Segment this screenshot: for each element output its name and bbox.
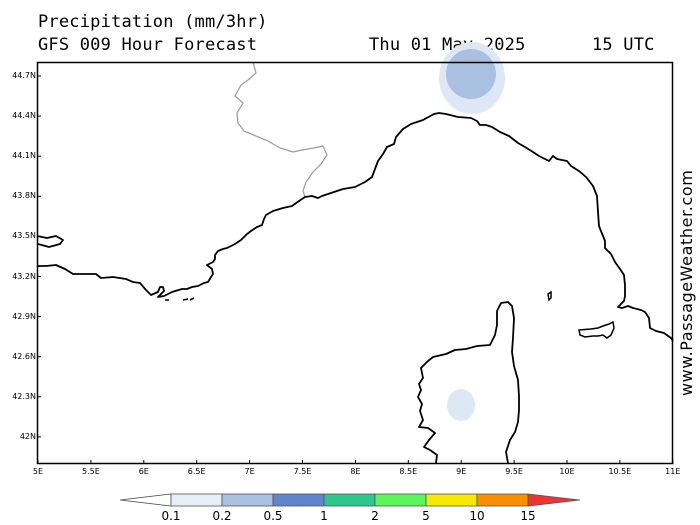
island-capraia — [547, 290, 552, 302]
legend-swatch — [425, 493, 478, 507]
forecast-subtitle: GFS 009 Hour Forecast — [38, 35, 258, 55]
map-title: Precipitation (mm/3hr) — [38, 12, 268, 32]
longitude-label: 7E — [244, 467, 255, 476]
longitude-label: 5E — [32, 467, 44, 476]
border-line — [234, 61, 328, 198]
longitude-label: 8E — [350, 467, 361, 476]
legend-value-label: 0.5 — [263, 509, 283, 523]
longitude-label: 6.5E — [187, 467, 206, 476]
legend-swatch — [476, 493, 529, 507]
latitude-label: 44.1N — [12, 151, 36, 161]
longitude-label: 6E — [138, 467, 149, 476]
legend-arrow-low — [119, 493, 172, 507]
latitude-label: 44.4N — [12, 111, 36, 121]
legend-value-label: 2 — [371, 509, 379, 523]
latitude-label: 43.2N — [12, 271, 36, 281]
legend-swatch — [374, 493, 427, 507]
coastline-corsica — [417, 301, 520, 464]
latitude-label: 42N — [19, 431, 36, 441]
latitude-label: 44.7N — [12, 71, 36, 80]
latitude-label: 42.6N — [12, 351, 36, 361]
legend-arrow-high — [527, 493, 581, 507]
coastline-mainland — [36, 112, 674, 342]
color-legend — [119, 493, 581, 507]
credit-watermark: www.PassageWeather.com — [677, 169, 696, 396]
latitude-label: 42.9N — [12, 311, 36, 321]
longitude-label: 10.5E — [608, 467, 632, 476]
legend-value-label: 0.2 — [212, 509, 232, 523]
legend-swatch — [323, 493, 376, 507]
latitude-label: 42.3N — [12, 391, 36, 401]
axis-ticks — [37, 75, 674, 464]
islands-hyeres — [165, 297, 195, 301]
longitude-label: 9E — [456, 467, 467, 476]
island-elba — [578, 320, 615, 339]
legend-value-label: 5 — [422, 509, 430, 523]
precip-area-light-corsica — [447, 389, 475, 421]
precip-area-moderate-north — [446, 49, 496, 99]
longitude-label: 5.5E — [82, 467, 100, 476]
longitude-label: 11E — [665, 467, 681, 476]
longitude-label: 10E — [559, 467, 575, 476]
forecast-time: 15 UTC — [592, 35, 655, 55]
legend-value-label: 15 — [520, 509, 536, 523]
legend-swatch — [272, 493, 325, 507]
legend-swatch — [221, 493, 274, 507]
longitude-label: 8.5E — [399, 467, 418, 476]
legend-swatch — [170, 493, 223, 507]
map-frame — [36, 61, 674, 465]
longitude-label: 7.5E — [293, 467, 312, 476]
latitude-label: 43.8N — [12, 191, 36, 201]
legend-value-label: 0.1 — [161, 509, 181, 523]
legend-value-label: 1 — [320, 509, 328, 523]
legend-value-label: 10 — [469, 509, 485, 523]
longitude-label: 9.5E — [505, 467, 523, 476]
latitude-label: 43.5N — [12, 231, 36, 241]
